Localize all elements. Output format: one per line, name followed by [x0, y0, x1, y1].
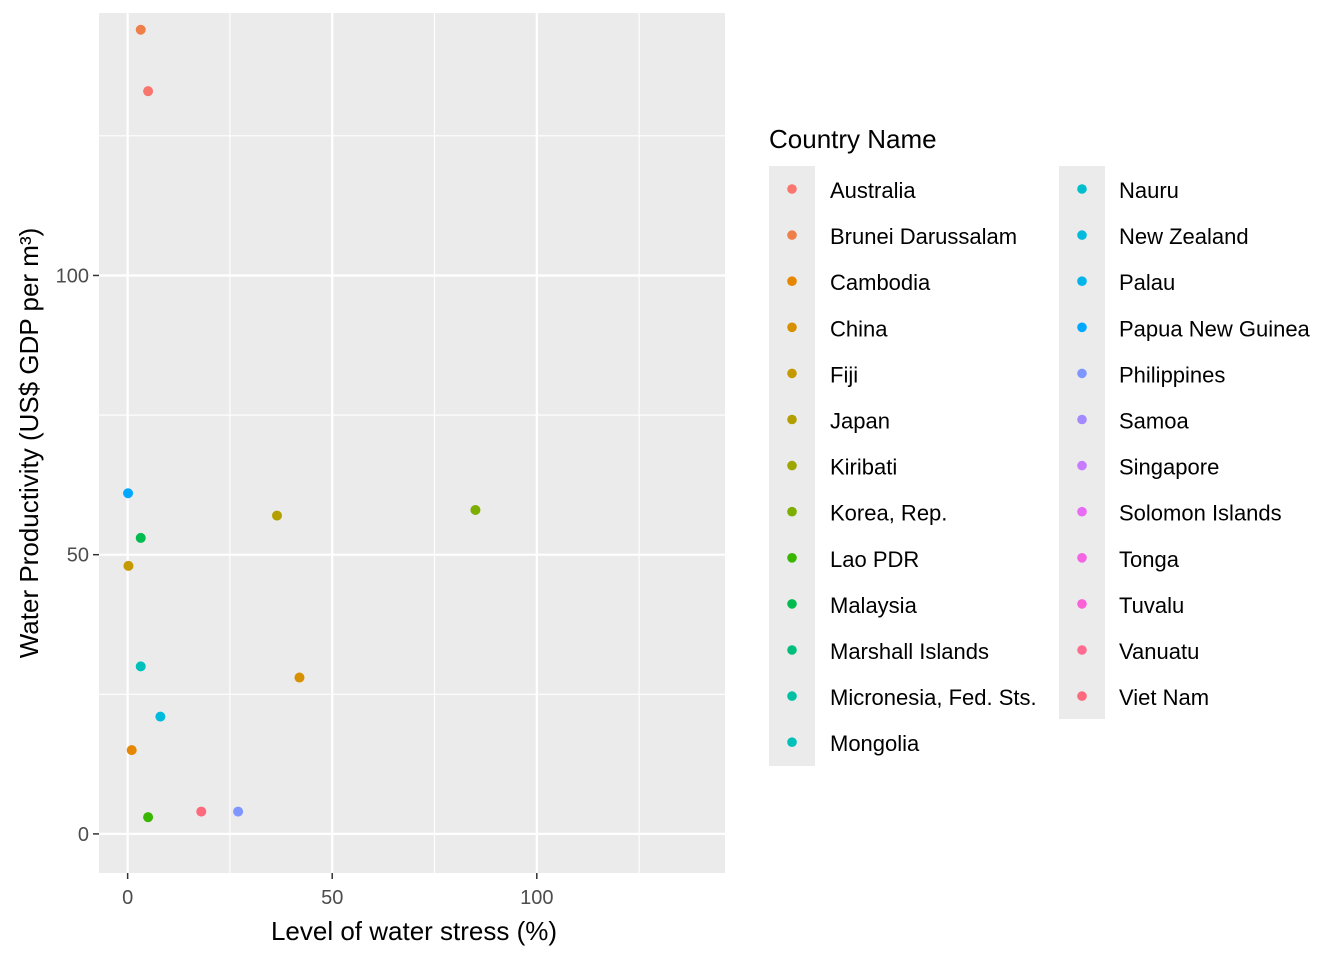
legend-label: Tonga — [1119, 547, 1180, 572]
x-tick-label: 100 — [520, 887, 553, 909]
legend-key — [787, 322, 797, 333]
legend-label: Mongolia — [830, 731, 920, 756]
legend: Country Name Australia Brunei Darussalam C… — [769, 124, 1311, 766]
plot-panel — [99, 13, 725, 873]
legend-key — [787, 506, 797, 517]
legend-key — [1077, 691, 1087, 701]
legend-key — [787, 230, 797, 240]
data-point — [294, 672, 305, 683]
legend-label: Solomon Islands — [1119, 501, 1282, 526]
legend-title: Country Name — [769, 124, 937, 154]
legend-label: Vanuatu — [1119, 639, 1199, 664]
legend-key — [1077, 368, 1087, 379]
legend-key — [787, 460, 797, 471]
legend-label: Singapore — [1119, 455, 1219, 480]
legend-key — [787, 737, 797, 747]
y-axis-title: Water Productivity (US$ GDP per m³) — [14, 228, 44, 659]
x-axis-title: Level of water stress (%) — [271, 916, 557, 946]
major-gridlines — [99, 13, 725, 873]
legend-key-column-2 — [1059, 166, 1105, 719]
legend-label: New Zealand — [1119, 224, 1249, 249]
minor-gridlines — [99, 13, 725, 873]
legend-key — [1077, 506, 1087, 517]
data-point — [155, 711, 166, 722]
data-point — [126, 745, 137, 756]
legend-key — [1077, 599, 1087, 609]
legend-label: Korea, Rep. — [830, 501, 947, 526]
legend-label: Marshall Islands — [830, 639, 989, 664]
legend-label: Micronesia, Fed. Sts. — [830, 685, 1037, 710]
legend-key — [1077, 645, 1087, 655]
data-point — [135, 661, 146, 672]
legend-label: Palau — [1119, 270, 1175, 295]
y-tick-label: 100 — [56, 265, 89, 287]
x-tick-label: 50 — [321, 887, 343, 909]
legend-label: Papua New Guinea — [1119, 316, 1311, 341]
data-point — [123, 560, 134, 571]
legend-label: Viet Nam — [1119, 685, 1209, 710]
legend-label: Samoa — [1119, 409, 1189, 434]
legend-label: Tuvalu — [1119, 593, 1184, 618]
legend-label: Malaysia — [830, 593, 918, 618]
legend-label: China — [830, 316, 888, 341]
axis-ticks — [93, 274, 538, 879]
data-point — [233, 806, 244, 817]
legend-key — [1077, 184, 1087, 194]
legend-key — [787, 553, 797, 563]
y-tick-label: 50 — [67, 545, 89, 567]
legend-key — [1077, 414, 1087, 425]
legend-label: Cambodia — [830, 270, 931, 295]
data-point — [135, 532, 146, 543]
legend-key — [787, 414, 797, 425]
legend-label: Kiribati — [830, 455, 897, 480]
y-tick-label: 0 — [78, 824, 89, 846]
data-point — [123, 488, 134, 499]
data-point — [470, 505, 481, 516]
data-points — [123, 24, 481, 823]
data-point — [143, 86, 154, 97]
legend-key — [1077, 230, 1087, 240]
data-point — [196, 806, 207, 817]
legend-label: Japan — [830, 409, 890, 434]
legend-label: Australia — [830, 178, 916, 203]
data-point — [271, 510, 282, 521]
legend-label: Lao PDR — [830, 547, 919, 572]
data-point — [143, 812, 154, 823]
legend-key — [787, 691, 797, 701]
legend-key — [787, 368, 797, 379]
legend-key — [1077, 276, 1087, 287]
legend-items: Australia Brunei Darussalam Cambodia China F… — [787, 178, 1311, 756]
data-point — [135, 24, 146, 35]
legend-label: Fiji — [830, 362, 858, 387]
legend-key — [787, 184, 797, 194]
legend-key — [787, 276, 797, 287]
legend-label: Nauru — [1119, 178, 1179, 203]
axis-tick-labels: 0 50 100 0 50 100 — [56, 265, 554, 909]
legend-label: Brunei Darussalam — [830, 224, 1017, 249]
x-tick-label: 0 — [122, 887, 133, 909]
legend-label: Philippines — [1119, 362, 1225, 387]
legend-key — [787, 645, 797, 655]
legend-key — [1077, 460, 1087, 471]
legend-key — [1077, 322, 1087, 333]
legend-key — [787, 599, 797, 609]
legend-key — [1077, 553, 1087, 563]
